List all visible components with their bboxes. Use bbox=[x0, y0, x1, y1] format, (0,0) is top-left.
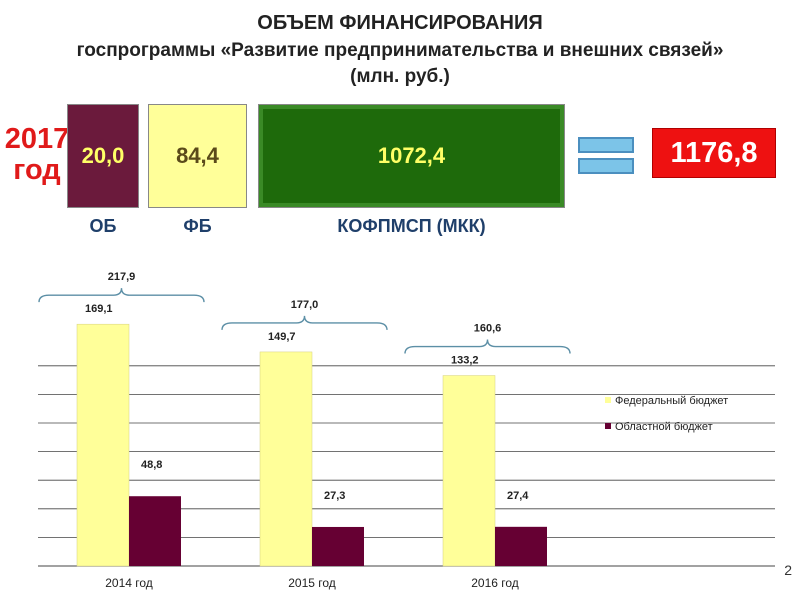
regional-bar bbox=[495, 526, 547, 566]
kof-label: КОФПМСП (МКК) bbox=[337, 216, 486, 236]
category-tick-label: 2014 год bbox=[105, 576, 153, 590]
federal-bar bbox=[259, 351, 313, 567]
summary-year-number: 2017 bbox=[4, 123, 70, 155]
total-value-box: 1176,8 bbox=[652, 128, 776, 178]
kof-value-box: 1072,4 bbox=[258, 104, 565, 208]
regional-bar bbox=[129, 496, 181, 566]
legend-swatch-regional bbox=[605, 423, 611, 429]
total-brace bbox=[38, 288, 205, 303]
title-line-3: (млн. руб.) bbox=[350, 66, 450, 87]
summary-year: 2017 год bbox=[4, 124, 70, 186]
federal-bar bbox=[442, 375, 496, 567]
federal-data-label: 149,7 bbox=[268, 331, 296, 343]
regional-data-label: 48,8 bbox=[141, 459, 162, 471]
ob-value-box: 20,0 bbox=[67, 104, 139, 208]
page-number: 2 bbox=[784, 562, 792, 578]
total-data-label: 217,9 bbox=[108, 271, 136, 283]
fb-value-box: 84,4 bbox=[148, 104, 247, 208]
legend-swatch-federal bbox=[605, 397, 611, 403]
ob-label: ОБ bbox=[89, 216, 117, 236]
federal-data-label: 133,2 bbox=[451, 355, 479, 367]
legend-label-federal: Федеральный бюджет bbox=[615, 395, 728, 407]
category-tick-label: 2016 год bbox=[471, 576, 519, 590]
regional-data-label: 27,4 bbox=[507, 490, 529, 502]
federal-bar bbox=[76, 323, 130, 567]
fb-label: ФБ bbox=[183, 216, 212, 236]
legend-label-regional: Областной бюджет bbox=[615, 421, 713, 433]
total-data-label: 160,6 bbox=[474, 323, 502, 335]
federal-data-label: 169,1 bbox=[85, 303, 113, 315]
regional-bar bbox=[312, 526, 364, 566]
total-brace bbox=[404, 339, 571, 354]
summary-year-word: год bbox=[13, 154, 61, 186]
total-brace bbox=[221, 315, 388, 330]
title-line-1: ОБЪЕМ ФИНАНСИРОВАНИЯ bbox=[257, 12, 543, 34]
equals-sign-bottom-bar bbox=[578, 158, 634, 174]
total-data-label: 177,0 bbox=[291, 299, 319, 311]
regional-data-label: 27,3 bbox=[324, 490, 345, 502]
equals-sign-top-bar bbox=[578, 137, 634, 153]
title-line-2: госпрограммы «Развитие предпринимательст… bbox=[76, 40, 724, 61]
category-tick-label: 2015 год bbox=[288, 576, 336, 590]
